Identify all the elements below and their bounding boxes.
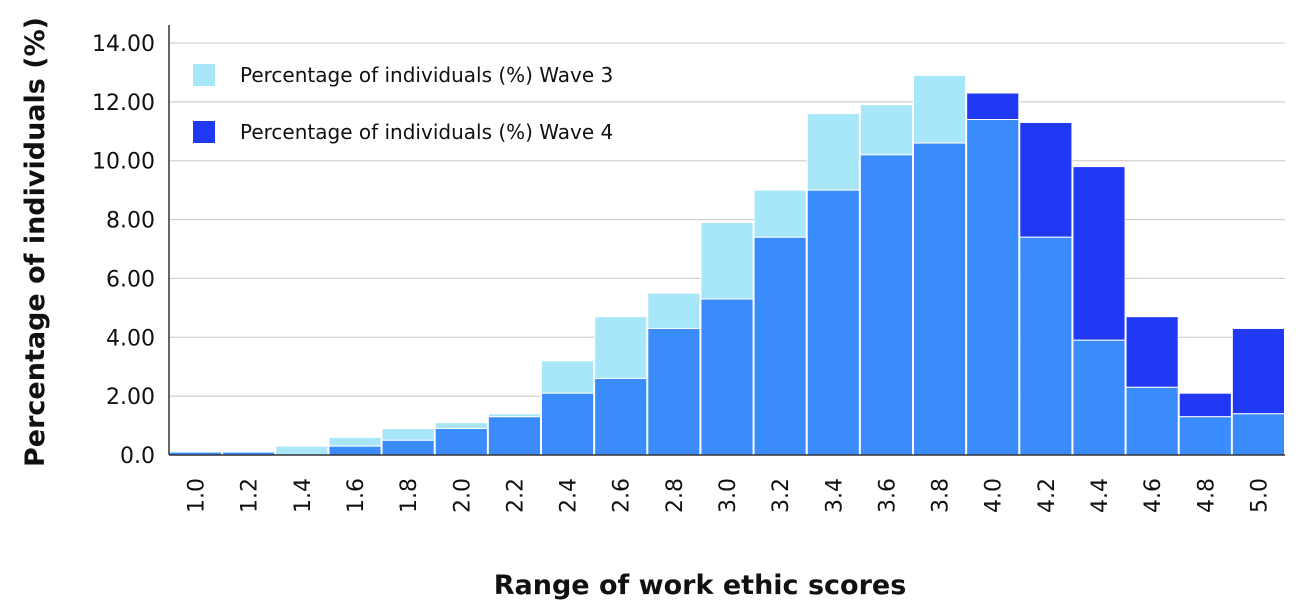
bar-overlap-4.2 xyxy=(1019,236,1073,456)
x-tick-label: 1.2 xyxy=(238,478,263,513)
bar-overlap-4.8 xyxy=(1178,416,1232,456)
x-tick-label: 4.2 xyxy=(1035,478,1060,513)
y-tick-label: 0.0 xyxy=(120,444,155,469)
bar-wave-3-2.0 xyxy=(434,422,488,430)
x-tick-label: 1.8 xyxy=(397,478,422,513)
bar-overlap-2.6 xyxy=(594,377,648,456)
x-tick-labels: 1.0 1.2 1.4 1.6 1.8 2.0 2.2 2.4 2.6 2.8 3.0 3.2 3.4 3… xyxy=(185,478,1273,513)
x-tick-label: 5.0 xyxy=(1247,478,1272,513)
bar-overlap-2.4 xyxy=(541,392,595,456)
bars xyxy=(169,74,1286,456)
bar-wave-4-5.0 xyxy=(1231,327,1286,415)
x-tick-label: 3.6 xyxy=(875,478,900,513)
legend-swatch-wave-4 xyxy=(193,121,215,143)
x-tick-label: 2.0 xyxy=(450,478,475,513)
legend-label-wave-4: Percentage of individuals (%) Wave 4 xyxy=(240,120,613,144)
bar-wave-3-3.4 xyxy=(806,113,860,191)
x-tick-label: 1.6 xyxy=(344,478,369,513)
bar-overlap-3.4 xyxy=(806,189,860,456)
bar-wave-3-2.6 xyxy=(594,316,648,379)
bar-overlap-2.8 xyxy=(647,327,701,456)
bar-wave-3-3.0 xyxy=(700,222,754,300)
legend-label-wave-3: Percentage of individuals (%) Wave 3 xyxy=(240,63,613,87)
bar-wave-3-1.8 xyxy=(381,428,435,441)
bar-overlap-3.0 xyxy=(700,298,754,456)
x-tick-label: 4.6 xyxy=(1141,478,1166,513)
bar-overlap-3.2 xyxy=(753,236,807,456)
bar-wave-4-4.6 xyxy=(1125,316,1179,388)
bar-overlap-1.8 xyxy=(381,439,435,456)
x-tick-label: 2.8 xyxy=(663,478,688,513)
bar-wave-4-4.0 xyxy=(966,92,1020,121)
y-tick-label: 14.00 xyxy=(92,32,155,57)
x-tick-label: 3.2 xyxy=(769,478,794,513)
axes xyxy=(168,25,1285,456)
x-tick-label: 2.2 xyxy=(503,478,528,513)
bar-overlap-4.0 xyxy=(966,119,1020,456)
x-tick-label: 4.8 xyxy=(1194,478,1219,513)
x-tick-label: 4.4 xyxy=(1088,478,1113,513)
y-axis-title: Percentage of individuals (%) xyxy=(20,17,51,467)
x-axis-title: Range of work ethic scores xyxy=(494,570,907,601)
x-tick-label: 4.0 xyxy=(982,478,1007,513)
bar-overlap-2.2 xyxy=(487,416,542,456)
bar-overlap-3.6 xyxy=(859,154,913,456)
bar-wave-3-3.8 xyxy=(913,74,967,144)
x-tick-label: 2.6 xyxy=(610,478,635,513)
x-tick-label: 1.0 xyxy=(185,478,210,513)
y-tick-labels: 0.0 2.00 4.00 6.00 8.00 10.00 12.00 14.00 xyxy=(92,32,155,469)
bar-wave-4-4.2 xyxy=(1019,121,1073,238)
bar-wave-3-2.4 xyxy=(541,360,595,394)
legend-swatch-wave-3 xyxy=(193,64,215,86)
bar-overlap-5.0 xyxy=(1231,413,1286,456)
y-tick-label: 6.00 xyxy=(106,267,155,292)
bar-wave-3-2.8 xyxy=(647,292,701,329)
bar-wave-3-1.4 xyxy=(275,445,329,456)
bar-wave-4-4.4 xyxy=(1072,166,1126,341)
y-tick-label: 2.00 xyxy=(106,385,155,410)
bar-overlap-4.6 xyxy=(1125,386,1179,456)
bar-overlap-2.0 xyxy=(434,428,488,456)
bar-wave-3-3.2 xyxy=(753,189,807,238)
y-tick-label: 4.00 xyxy=(106,326,155,351)
y-tick-label: 8.00 xyxy=(106,209,155,234)
bar-wave-3-1.6 xyxy=(328,436,382,447)
x-tick-label: 3.0 xyxy=(716,478,741,513)
y-tick-label: 10.00 xyxy=(92,150,155,175)
legend: Percentage of individuals (%) Wave 3 Per… xyxy=(193,63,613,144)
x-tick-label: 3.4 xyxy=(822,478,847,513)
x-tick-label: 1.4 xyxy=(291,478,316,513)
x-tick-label: 2.4 xyxy=(557,478,582,513)
x-tick-label: 3.8 xyxy=(929,478,954,513)
bar-overlap-4.4 xyxy=(1072,339,1126,456)
y-tick-label: 12.00 xyxy=(92,91,155,116)
bar-overlap-1.6 xyxy=(328,445,382,456)
bar-wave-4-4.8 xyxy=(1178,392,1232,418)
bar-overlap-3.8 xyxy=(913,142,967,456)
bar-wave-3-3.6 xyxy=(859,104,913,156)
